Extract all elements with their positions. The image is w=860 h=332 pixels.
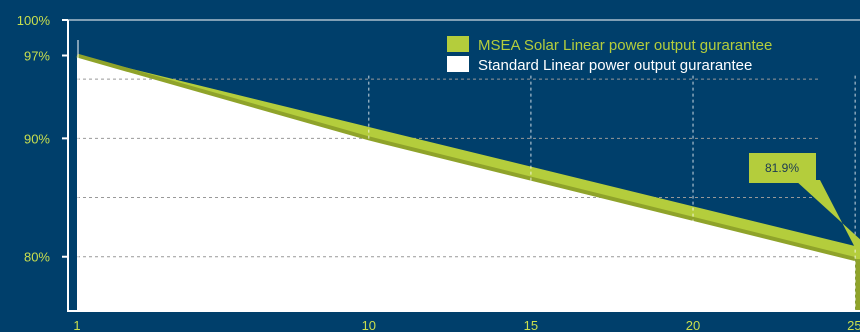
y-tick-label: 80% — [24, 250, 50, 265]
x-tick-label: 20 — [686, 318, 700, 332]
legend-label: MSEA Solar Linear power output gurarante… — [478, 37, 772, 54]
x-tick-label: 25 years — [847, 318, 860, 332]
callout: 81.9% — [749, 153, 860, 258]
y-tick-label: 100% — [17, 13, 51, 28]
x-tick-label: 15 — [524, 318, 538, 332]
callout-pointer — [795, 180, 860, 258]
callout-label: 81.9% — [765, 161, 799, 175]
standard-area-fill — [77, 55, 856, 310]
year-25-drop-bar — [855, 259, 860, 310]
legend-label: Standard Linear power output gurarantee — [478, 57, 752, 74]
legend-swatch-1 — [447, 56, 469, 72]
x-tick-labels: 1 10 15 20 25 years — [73, 318, 860, 332]
y-tick-label: 97% — [24, 49, 50, 64]
y-tick-labels: 100% 97% 90% 80% — [17, 13, 68, 265]
y-tick-label: 90% — [24, 131, 50, 146]
legend: MSEA Solar Linear power output gurarante… — [447, 36, 772, 74]
x-tick-label: 10 — [362, 318, 376, 332]
gridlines — [77, 78, 820, 258]
x-tick-label: 1 — [73, 318, 80, 332]
callout-box — [749, 153, 816, 183]
plot-background — [77, 55, 856, 310]
legend-swatch-0 — [447, 36, 469, 52]
axes — [67, 19, 860, 312]
